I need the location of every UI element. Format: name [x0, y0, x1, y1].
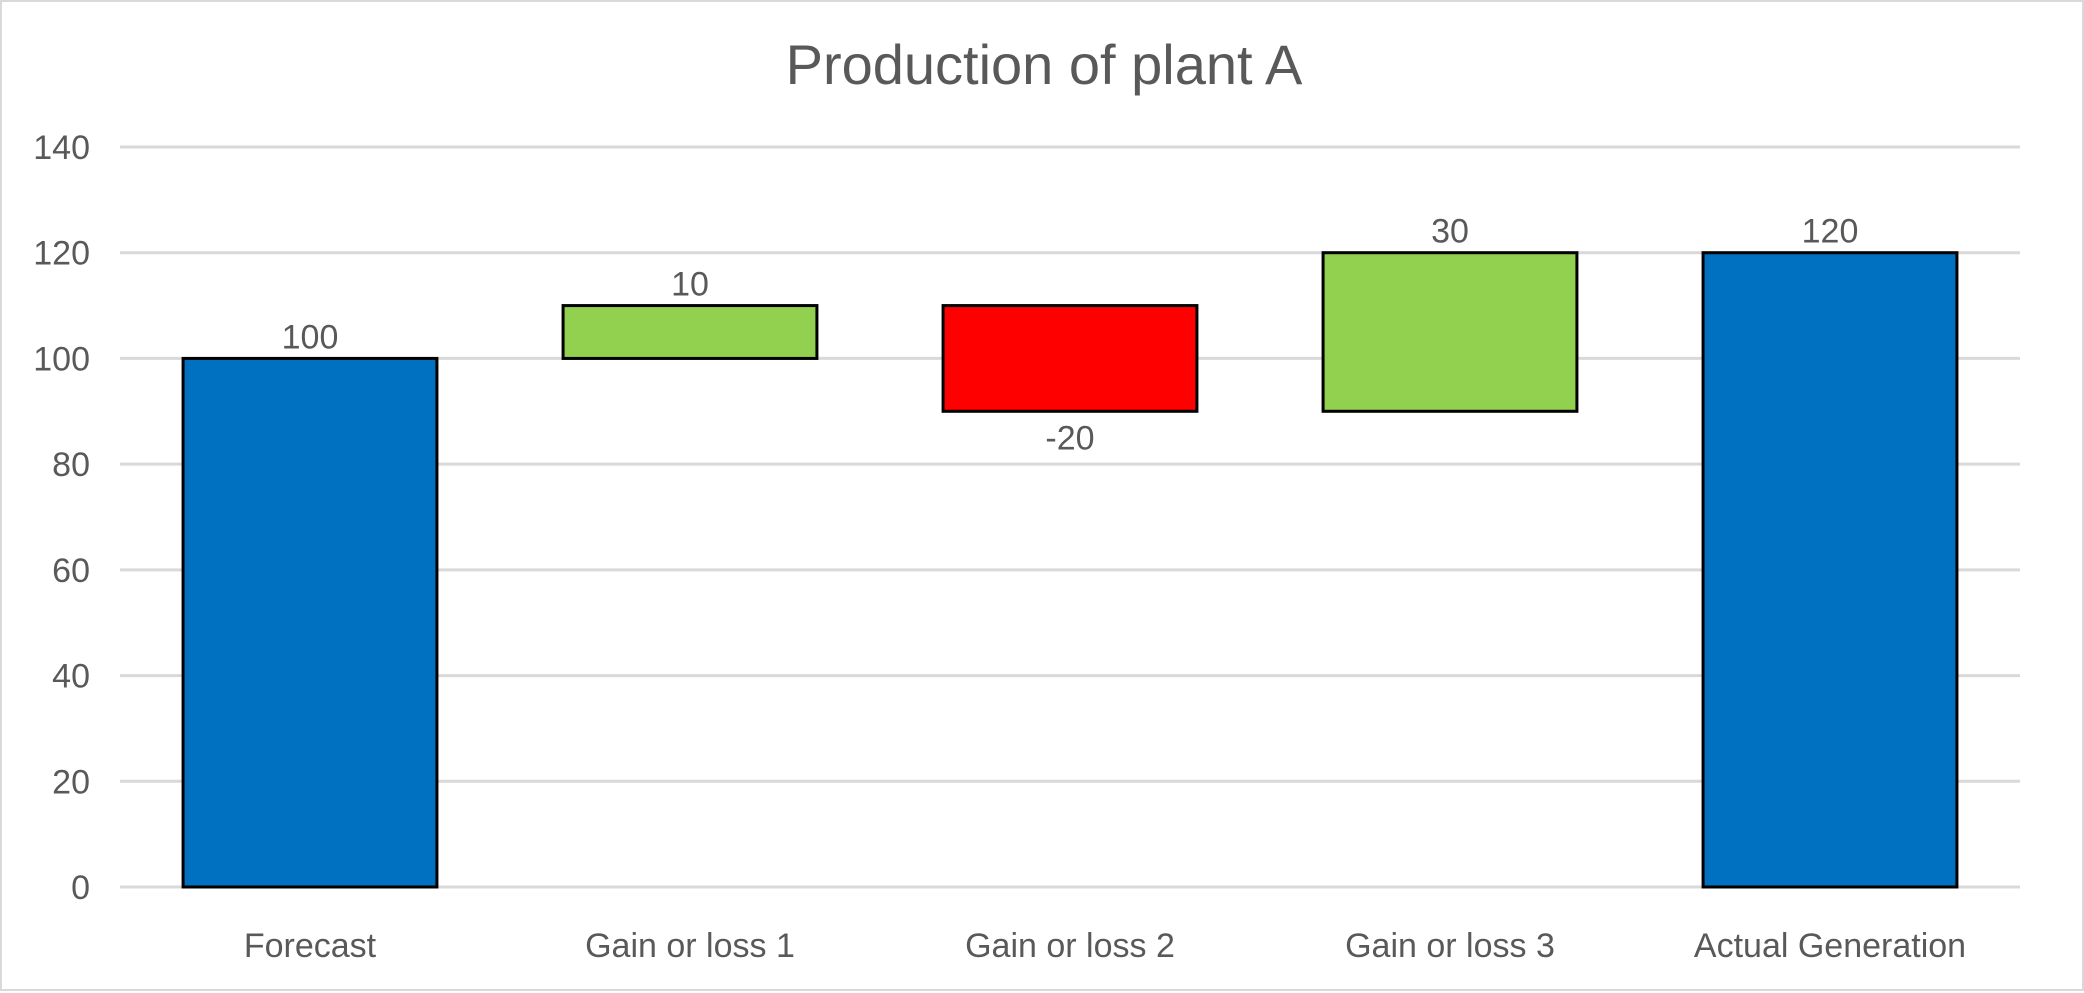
bar-2 [941, 304, 1199, 413]
y-tick-label-60: 60 [52, 552, 90, 590]
y-tick-label-20: 20 [52, 763, 90, 801]
y-tick-label-140: 140 [33, 129, 90, 167]
y-tick-label-120: 120 [33, 235, 90, 273]
data-label-3: 30 [1431, 213, 1469, 251]
bars [181, 251, 1959, 889]
bar-3 [1321, 251, 1579, 413]
data-label-2: -20 [1045, 419, 1094, 457]
category-label-3: Gain or loss 3 [1345, 927, 1555, 965]
y-tick-label-40: 40 [52, 658, 90, 696]
data-labels: 100 10 -20 30 120 [282, 213, 1859, 458]
x-axis-category-labels: Forecast Gain or loss 1 Gain or loss 2 Gain… [244, 927, 1966, 965]
category-label-0: Forecast [244, 927, 377, 965]
bar-1 [561, 304, 819, 360]
data-label-4: 120 [1802, 213, 1859, 251]
y-axis-tick-labels: 0 20 40 60 80 100 120 140 [33, 129, 90, 907]
category-label-2: Gain or loss 2 [965, 927, 1175, 965]
category-label-4: Actual Generation [1694, 927, 1966, 965]
bar-0 [181, 356, 439, 889]
y-tick-label-80: 80 [52, 446, 90, 484]
bar-4 [1701, 251, 1959, 889]
chart-title: Production of plant A [786, 33, 1303, 96]
data-label-1: 10 [671, 266, 709, 304]
y-tick-label-0: 0 [71, 869, 90, 907]
y-tick-label-100: 100 [33, 340, 90, 378]
category-label-1: Gain or loss 1 [585, 927, 795, 965]
data-label-0: 100 [282, 318, 339, 356]
